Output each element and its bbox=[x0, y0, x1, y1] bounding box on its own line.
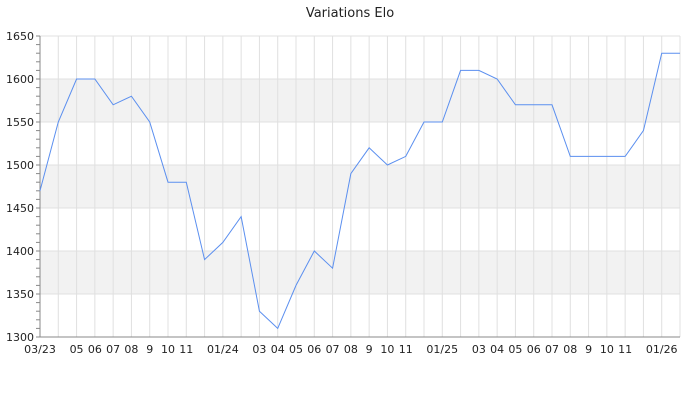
x-tick-label: 07 bbox=[106, 343, 120, 356]
x-tick-label: 01/26 bbox=[646, 343, 678, 356]
x-tick-label: 9 bbox=[585, 343, 592, 356]
y-tick-label: 1650 bbox=[6, 30, 34, 43]
x-tick-label: 03/23 bbox=[24, 343, 56, 356]
y-tick-label: 1600 bbox=[6, 73, 34, 86]
x-tick-label: 11 bbox=[179, 343, 193, 356]
x-tick-label: 08 bbox=[344, 343, 358, 356]
y-tick-label: 1550 bbox=[6, 116, 34, 129]
x-tick-label: 06 bbox=[88, 343, 102, 356]
x-tick-label: 05 bbox=[508, 343, 522, 356]
x-tick-label: 04 bbox=[271, 343, 285, 356]
x-tick-label: 04 bbox=[490, 343, 504, 356]
x-tick-label: 07 bbox=[545, 343, 559, 356]
chart-title: Variations Elo bbox=[306, 6, 394, 21]
x-tick-label: 01/25 bbox=[426, 343, 458, 356]
x-tick-label: 11 bbox=[618, 343, 632, 356]
x-tick-label: 06 bbox=[527, 343, 541, 356]
x-tick-label: 05 bbox=[70, 343, 84, 356]
grid-band bbox=[40, 165, 680, 208]
x-tick-label: 10 bbox=[600, 343, 614, 356]
x-tick-label: 07 bbox=[326, 343, 340, 356]
x-tick-label: 10 bbox=[380, 343, 394, 356]
x-tick-label: 01/24 bbox=[207, 343, 239, 356]
y-tick-label: 1500 bbox=[6, 159, 34, 172]
x-tick-label: 10 bbox=[161, 343, 175, 356]
x-tick-label: 9 bbox=[146, 343, 153, 356]
grid-band bbox=[40, 251, 680, 294]
x-tick-label: 03 bbox=[252, 343, 266, 356]
x-tick-label: 9 bbox=[366, 343, 373, 356]
y-tick-label: 1450 bbox=[6, 202, 34, 215]
x-tick-label: 06 bbox=[307, 343, 321, 356]
x-tick-label: 08 bbox=[563, 343, 577, 356]
y-tick-label: 1400 bbox=[6, 245, 34, 258]
grid-band bbox=[40, 79, 680, 122]
x-tick-label: 05 bbox=[289, 343, 303, 356]
y-tick-label: 1350 bbox=[6, 288, 34, 301]
x-tick-label: 08 bbox=[124, 343, 138, 356]
x-tick-label: 11 bbox=[399, 343, 413, 356]
x-tick-label: 03 bbox=[472, 343, 486, 356]
